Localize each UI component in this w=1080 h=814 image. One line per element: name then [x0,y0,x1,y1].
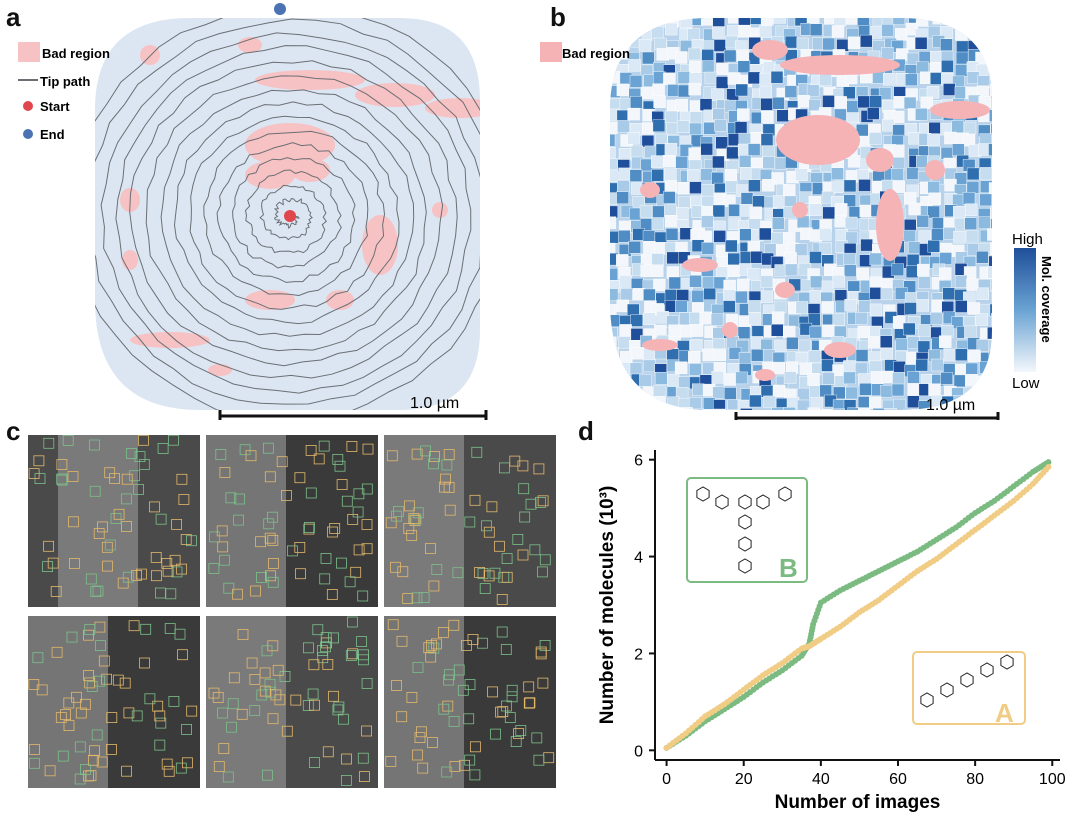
panel-letter-d: d [578,416,594,446]
x-tick-label: 100 [1039,771,1066,788]
structure-b-label: B [779,553,798,583]
structure-a-inset: A [912,651,1026,728]
panel-c-images [28,435,556,788]
stm-image-tile [206,616,378,788]
panel-a-map: Bad region Tip path Start End 1.0 µm [18,3,488,420]
colorbar [1014,248,1036,372]
panel-letter-b: b [550,2,566,32]
legend-path-label: Tip path [40,74,90,89]
stm-image-tile [384,616,556,788]
end-marker [274,3,286,15]
stm-image-tile [206,435,378,607]
y-axis-label: Number of molecules (10³) [597,486,618,725]
x-tick-label: 0 [662,771,671,788]
scale-label-b: 1.0 µm [926,397,975,414]
x-tick-label: 40 [812,771,830,788]
colorbar-label: Mol. coverage [1039,256,1054,343]
panel-letter-a: a [6,2,21,32]
legend-start-swatch [23,101,33,111]
x-axis-label: Number of images [775,792,941,813]
panel-a-bad-regions [120,37,480,376]
structure-b-inset: B [686,477,808,583]
y-tick-label: 2 [634,646,643,663]
scale-label-a: 1.0 µm [410,395,459,412]
stm-image-tile [28,435,200,607]
legend-end-swatch [23,129,33,139]
panel-letter-c: c [6,416,21,446]
stm-image-tile [384,435,556,607]
legend-bad-swatch [18,42,40,62]
x-tick-label: 80 [966,771,984,788]
panel-a-tip-path [95,18,480,410]
panel-b-bad-regions [640,40,990,381]
colorbar-low: Low [1012,375,1040,392]
legend-end-label: End [40,127,65,142]
start-marker [284,210,296,222]
colorbar-high: High [1012,231,1043,248]
data-point-B [1045,459,1052,466]
data-point-A [1045,464,1052,470]
legend-b-bad-swatch [540,42,562,62]
panel-d-chart: 0 20 40 60 80 100 0 2 4 6 Number of images Number o… [597,450,1066,813]
structure-a-label: A [995,698,1014,728]
y-tick-label: 0 [634,743,643,760]
panel-b-map: Bad region High Low Mol. coverage 1.0 µm [540,18,1054,420]
legend-start-label: Start [40,99,70,114]
x-tick-label: 60 [889,771,907,788]
legend-b-bad-label: Bad region [562,46,630,61]
stm-image-tile [28,616,200,788]
legend-bad-label: Bad region [42,46,110,61]
x-tick-label: 20 [735,771,753,788]
y-tick-label: 6 [634,453,643,470]
y-tick-label: 4 [634,550,643,567]
